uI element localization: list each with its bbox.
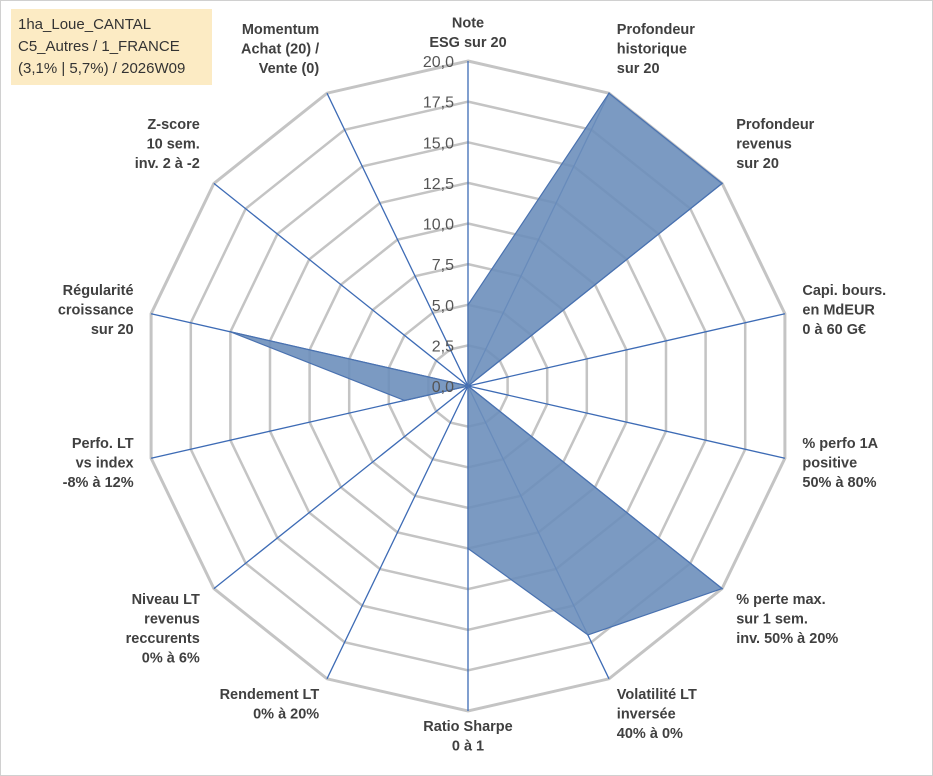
axis-label-9-line-2: reccurents	[126, 631, 200, 647]
axis-label-12-line-0: Z-score	[147, 117, 199, 133]
tick-label-2: 5,0	[432, 298, 454, 315]
info-line-2: C5_Autres / 1_FRANCE	[18, 38, 180, 55]
series-area	[229, 92, 723, 636]
axis-label-5-line-2: inv. 50% à 20%	[736, 631, 838, 647]
axis-label-4: % perfo 1A positive 50% à 80%	[802, 436, 878, 491]
axis-spoke-3	[467, 313, 786, 387]
axis-label-2-line-2: sur 20	[736, 156, 779, 172]
axis-label-3-line-0: Capi. bours.	[802, 283, 886, 299]
tick-label-5: 12,5	[423, 176, 454, 193]
axis-label-13-line-2: Vente (0)	[259, 61, 320, 77]
axis-label-2-line-0: Profondeur	[736, 117, 814, 133]
axis-label-11: Régularité croissance sur 20	[58, 283, 134, 338]
tick-label-6: 15,0	[423, 135, 454, 152]
axis-label-1: Profondeur historique sur 20	[617, 22, 695, 77]
axis-label-5-line-0: % perte max.	[736, 592, 825, 608]
axis-label-13-line-0: Momentum	[242, 22, 319, 38]
axis-label-0-line-0: Note	[452, 16, 484, 32]
axis-spoke-4	[467, 385, 786, 459]
tick-label-0: 0,0	[432, 379, 454, 396]
series-point-7	[467, 547, 469, 550]
series-point-10	[403, 399, 406, 402]
label-layer: Note ESG sur 20 Profondeur historique sur 20…	[58, 16, 886, 755]
axis-label-7-line-1: 0 à 1	[452, 739, 484, 755]
axis-label-13: Momentum Achat (20) / Vente (0)	[241, 22, 319, 77]
axis-label-6-line-1: inversée	[617, 707, 676, 723]
axis-label-9-line-1: revenus	[144, 611, 200, 627]
series-point-11	[229, 331, 232, 333]
axis-label-10-line-1: vs index	[76, 455, 134, 471]
axis-label-12: Z-score 10 sem. inv. 2 à -2	[135, 117, 200, 172]
axis-label-7: Ratio Sharpe 0 à 1	[423, 719, 512, 755]
axis-label-6-line-2: 40% à 0%	[617, 726, 683, 742]
axis-label-3-line-1: en MdEUR	[802, 303, 875, 319]
axis-label-13-line-1: Achat (20) /	[241, 42, 319, 58]
axis-label-1-line-0: Profondeur	[617, 22, 695, 38]
series-point-0	[467, 304, 469, 306]
axis-label-9-line-0: Niveau LT	[132, 592, 200, 608]
axis-label-2-line-1: revenus	[736, 137, 792, 153]
series-point-6	[587, 634, 589, 636]
axis-label-10: Perfo. LT vs index -8% à 12%	[63, 436, 134, 491]
tick-label-7: 17,5	[423, 95, 454, 112]
axis-spoke-9	[213, 385, 469, 590]
axis-label-4-line-1: positive	[802, 455, 857, 471]
info-box: 1ha_Loue_CANTAL C5_Autres / 1_FRANCE (3,…	[11, 9, 212, 85]
series-point-1	[608, 92, 610, 94]
series-point-5	[721, 587, 723, 590]
axis-spoke-13	[326, 92, 469, 387]
axis-label-12-line-1: 10 sem.	[147, 137, 200, 153]
axis-label-12-line-2: inv. 2 à -2	[135, 156, 200, 172]
axis-label-0-line-1: ESG sur 20	[429, 35, 506, 51]
tick-label-3: 7,5	[432, 257, 454, 274]
axis-label-1-line-2: sur 20	[617, 61, 660, 77]
axis-label-4-line-2: 50% à 80%	[802, 475, 876, 491]
info-line-3: (3,1% | 5,7%) / 2026W09	[18, 60, 186, 77]
tick-label-8: 20,0	[423, 54, 454, 71]
axis-label-2: Profondeur revenus sur 20	[736, 117, 814, 172]
axis-label-5-line-1: sur 1 sem.	[736, 611, 808, 627]
axis-label-8: Rendement LT 0% à 20%	[220, 687, 320, 723]
axis-label-7-line-0: Ratio Sharpe	[423, 719, 512, 735]
tick-label-4: 10,0	[423, 217, 454, 234]
axis-label-9-line-3: 0% à 6%	[142, 650, 200, 666]
series-point-2	[721, 182, 723, 185]
axis-label-6-line-0: Volatilité LT	[617, 687, 697, 703]
axis-label-11-line-1: croissance	[58, 303, 134, 319]
axis-label-3: Capi. bours. en MdEUR 0 à 60 G€	[802, 283, 886, 338]
axis-label-9: Niveau LT revenus reccurents 0% à 6%	[126, 592, 200, 667]
axis-label-8-line-1: 0% à 20%	[253, 707, 319, 723]
axis-label-11-line-2: sur 20	[91, 322, 134, 338]
axis-label-5: % perte max. sur 1 sem. inv. 50% à 20%	[736, 592, 838, 647]
axis-label-0: Note ESG sur 20	[429, 16, 506, 52]
axis-label-10-line-2: -8% à 12%	[63, 475, 134, 491]
axis-label-8-line-0: Rendement LT	[220, 687, 320, 703]
series-layer	[229, 92, 723, 636]
axis-label-10-line-0: Perfo. LT	[72, 436, 134, 452]
axis-label-1-line-1: historique	[617, 42, 687, 58]
axis-label-11-line-0: Régularité	[63, 283, 134, 299]
axis-label-4-line-0: % perfo 1A	[802, 436, 878, 452]
info-line-1: 1ha_Loue_CANTAL	[18, 16, 152, 33]
axis-spoke-8	[326, 385, 469, 680]
axis-spoke-12	[213, 182, 469, 387]
tick-label-1: 2,5	[432, 338, 454, 355]
axis-label-3-line-2: 0 à 60 G€	[802, 322, 866, 338]
tick-layer: 0,0 2,5 5,0 7,5 10,0 12,5 15,0 17,5 20,0	[423, 54, 454, 396]
series-point-13	[467, 385, 469, 387]
axis-label-6: Volatilité LT inversée 40% à 0%	[617, 687, 697, 742]
